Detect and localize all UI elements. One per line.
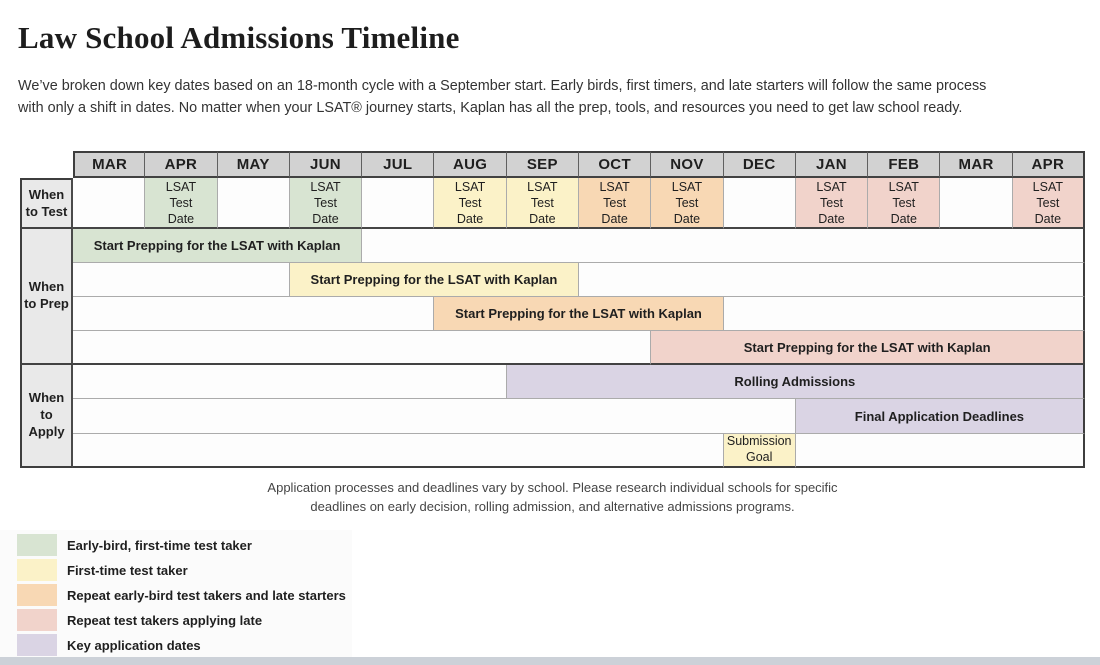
legend-swatch-green [17, 534, 57, 556]
legend-swatch-yellow [17, 559, 57, 581]
empty-cell [362, 178, 435, 229]
legend-label: Early-bird, first-time test taker [67, 537, 252, 553]
legend-label: Key application dates [67, 637, 201, 653]
legend-item: Early-bird, first-time test taker [17, 534, 352, 556]
month-header-apr: APR [145, 151, 218, 178]
page-title: Law School Admissions Timeline [18, 20, 460, 55]
final-deadlines-bar: Final Application Deadlines [795, 399, 1085, 434]
empty-cell [795, 433, 1085, 469]
legend-item: Repeat test takers applying late [17, 609, 352, 631]
legend-label: First-time test taker [67, 562, 188, 578]
legend-item: First-time test taker [17, 559, 352, 581]
legend: Early-bird, first-time test taker First-… [0, 530, 352, 665]
test-date-cell-apr2: LSAT Test Date [1012, 178, 1085, 229]
prep-bar-early-bird: Start Prepping for the LSAT with Kaplan [73, 229, 363, 263]
test-date-cell-feb: LSAT Test Date [868, 178, 941, 229]
test-date-cell-jan: LSAT Test Date [795, 178, 869, 229]
empty-cell [362, 229, 1085, 263]
test-date-cell-nov: LSAT Test Date [651, 178, 724, 229]
legend-label: Repeat early-bird test takers and late s… [67, 587, 346, 603]
prep-bar-repeat-late: Start Prepping for the LSAT with Kaplan [651, 331, 1085, 365]
submission-goal-cell: Submission Goal [723, 433, 796, 469]
table-corner-cell [20, 151, 73, 178]
month-header-jan: JAN [795, 151, 869, 178]
rolling-admissions-bar: Rolling Admissions [506, 365, 1085, 400]
empty-cell [73, 178, 146, 229]
empty-cell [73, 399, 796, 434]
month-header-mar: MAR [73, 151, 146, 178]
month-header-jun: JUN [289, 151, 363, 178]
legend-swatch-pink [17, 609, 57, 631]
empty-cell [578, 263, 1085, 297]
legend-label: Repeat test takers applying late [67, 612, 263, 628]
month-header-apr2: APR [1012, 151, 1085, 178]
month-header-feb: FEB [868, 151, 941, 178]
empty-cell [940, 178, 1013, 229]
test-date-cell-oct: LSAT Test Date [578, 178, 652, 229]
empty-cell [217, 178, 290, 229]
test-date-cell-apr: LSAT Test Date [145, 178, 218, 229]
legend-swatch-purple [17, 634, 57, 656]
empty-cell [73, 297, 435, 331]
empty-cell [723, 297, 1085, 331]
intro-text: We’ve broken down key dates based on an … [18, 78, 987, 116]
empty-cell [73, 331, 652, 365]
month-header-mar2: MAR [940, 151, 1013, 178]
legend-item: Repeat early-bird test takers and late s… [17, 584, 352, 606]
empty-cell [73, 365, 507, 400]
table-footnote: Application processes and deadlines vary… [267, 480, 838, 514]
row-label-prep: When to Prep [20, 229, 73, 365]
legend-swatch-orange [17, 584, 57, 606]
empty-cell [73, 433, 724, 469]
prep-bar-first-time: Start Prepping for the LSAT with Kaplan [289, 263, 579, 297]
empty-cell [73, 263, 290, 297]
month-header-oct: OCT [578, 151, 652, 178]
bottom-strip [0, 657, 1100, 665]
row-label-test: When to Test [20, 178, 73, 229]
month-header-nov: NOV [651, 151, 724, 178]
month-header-sep: SEP [506, 151, 579, 178]
admissions-timeline-table: MAR APR MAY JUN JUL AUG SEP OCT NOV DEC … [20, 151, 1085, 469]
month-header-jul: JUL [362, 151, 435, 178]
prep-bar-repeat-early-bird: Start Prepping for the LSAT with Kaplan [434, 297, 724, 331]
test-date-cell-jun: LSAT Test Date [289, 178, 363, 229]
month-header-dec: DEC [723, 151, 796, 178]
month-header-may: MAY [217, 151, 290, 178]
legend-item: Key application dates [17, 634, 352, 656]
row-label-apply: When to Apply [20, 365, 73, 469]
month-header-aug: AUG [434, 151, 507, 178]
test-date-cell-aug: LSAT Test Date [434, 178, 507, 229]
test-date-cell-sep: LSAT Test Date [506, 178, 579, 229]
empty-cell [723, 178, 796, 229]
